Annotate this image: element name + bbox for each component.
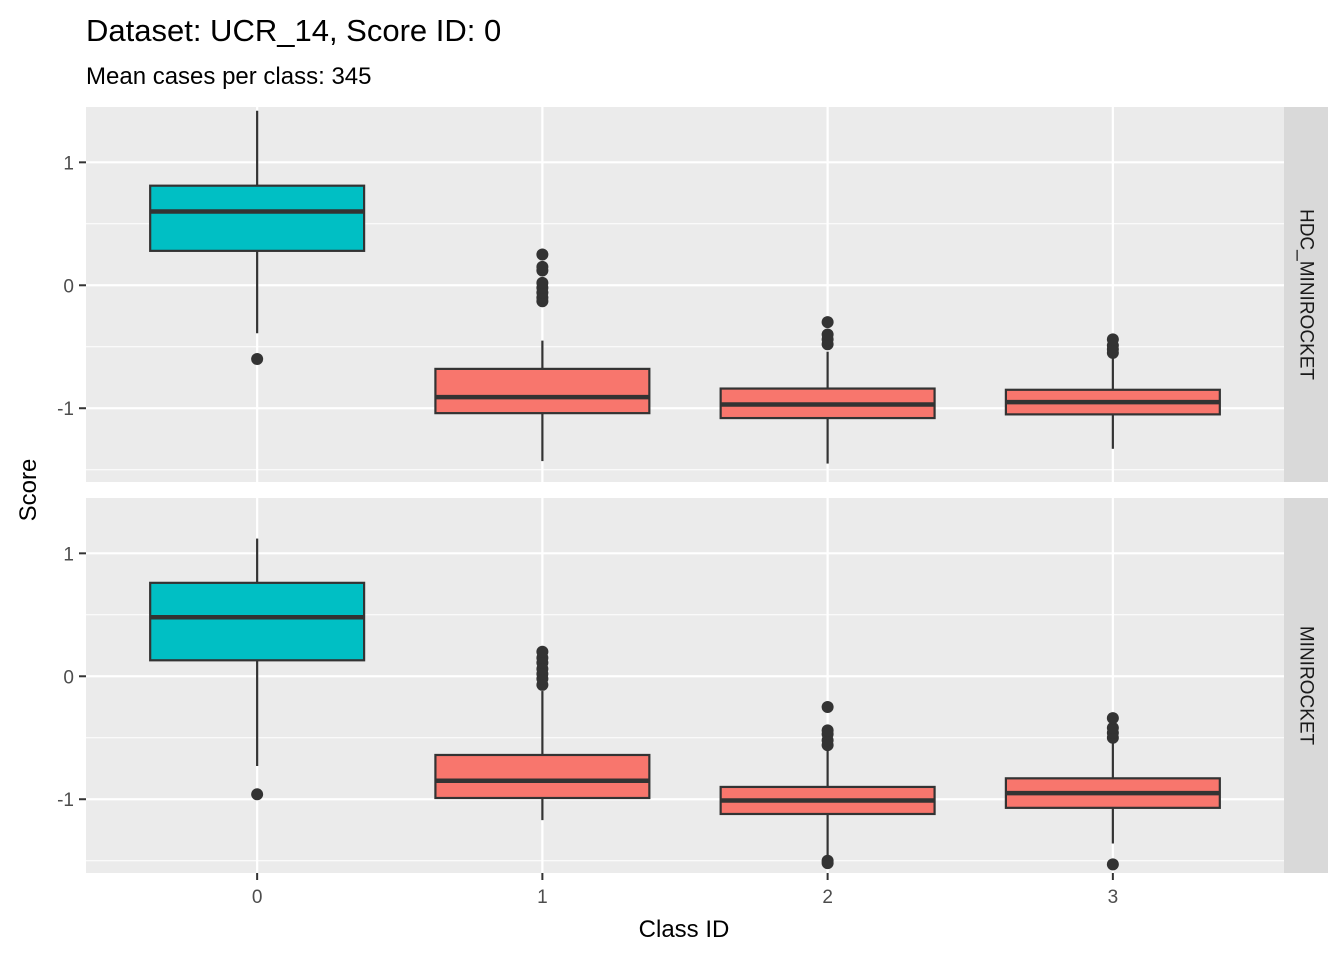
box-class-1: [434, 367, 651, 415]
outlier-point: [821, 857, 834, 870]
outlier-point: [821, 328, 834, 341]
panel-background: [86, 498, 1284, 873]
box-class-0: [149, 581, 366, 662]
y-tick-label: 0: [63, 276, 74, 297]
outlier-point: [821, 701, 834, 714]
facet-strip: [1284, 107, 1328, 482]
y-tick-label: 1: [63, 544, 74, 565]
outlier-point: [821, 316, 834, 329]
outlier-point: [536, 248, 549, 261]
outlier-point: [251, 353, 264, 366]
x-tick-label: 1: [537, 887, 548, 908]
facet-label: HDC_MINIROCKET: [1296, 209, 1317, 380]
outlier-point: [536, 645, 549, 658]
plot-area: 1 0 -1 HDC_MINIROCKET 1 0 -1 MINIROCKET 0 1 2 3: [57, 107, 1328, 908]
outlier-point: [1106, 712, 1119, 725]
outlier-point: [821, 724, 834, 737]
y-tick-label: -1: [57, 399, 74, 420]
x-tick-label: 0: [252, 887, 263, 908]
y-axis-title: Score: [15, 459, 42, 522]
outlier-point: [1106, 721, 1119, 734]
y-tick-label: -1: [57, 790, 74, 811]
chart-subtitle: Mean cases per class: 345: [86, 63, 371, 90]
chart-title: Dataset: UCR_14, Score ID: 0: [86, 13, 501, 48]
y-tick-label: 1: [63, 153, 74, 174]
x-tick-label: 2: [822, 887, 833, 908]
box-class-1: [434, 753, 651, 800]
outlier-point: [536, 260, 549, 273]
outlier-point: [536, 276, 549, 289]
x-tick-label: 3: [1108, 887, 1119, 908]
facet-strip: [1284, 498, 1328, 873]
y-tick-label: 0: [63, 667, 74, 688]
outlier-point: [251, 788, 264, 801]
facet-label: MINIROCKET: [1296, 626, 1317, 746]
x-axis-title: Class ID: [639, 916, 730, 943]
box-class-0: [149, 184, 366, 252]
panel-background: [86, 107, 1284, 482]
outlier-point: [1106, 858, 1119, 871]
outlier-point: [1106, 333, 1119, 346]
